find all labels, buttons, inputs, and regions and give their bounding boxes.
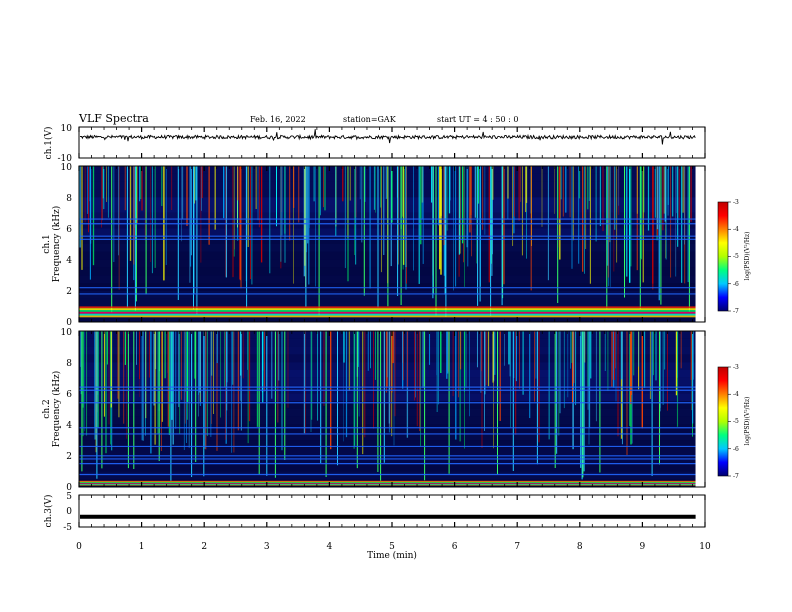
ch1-spectrogram-level-band: [79, 314, 696, 322]
ch2-spectrogram-level-band: [79, 401, 696, 409]
ch2-spectrogram-level-band: [79, 471, 696, 480]
ch1-freq-tick-label: 4: [66, 256, 72, 266]
ch1-spectrogram-low-freq-band: [79, 306, 696, 309]
ch3-ytick-label: -5: [63, 523, 72, 533]
ch1-freq-tick-label: 0: [66, 318, 72, 328]
ch1-colorbar-tick: -6: [733, 281, 739, 288]
ch2-spectrogram-low-freq-band: [79, 484, 696, 486]
ch2-spectrogram-low-freq-band: [79, 481, 696, 483]
ch1-freq-tick-label: 6: [66, 225, 72, 235]
ch2-spectrogram-level-band: [79, 432, 696, 441]
ch1-colorbar-tick: -4: [733, 226, 739, 233]
ch2-spectrogram-level-band: [79, 393, 696, 402]
time-tick-label: 2: [201, 542, 207, 552]
ch1-ytick-label: -10: [58, 154, 73, 164]
ch2-spectrogram-no-data-strip: [695, 331, 705, 487]
ch3-ytick-label: 5: [66, 492, 72, 502]
ch2-colorbar: -3 -4 -5 -6 -7 log(PSD)(V²/Hz): [717, 364, 751, 480]
start-time-label: start UT = 4 : 50 : 0: [437, 115, 518, 124]
ch2-spectrogram-low-freq-band: [79, 483, 696, 485]
ch1-waveform-ylabel: ch.1(V): [43, 127, 54, 160]
ch2-freq-tick-label: 10: [61, 328, 73, 338]
ch1-spectrogram-low-freq-band: [79, 313, 696, 316]
time-axis: 0 1 2 3 4 5 6 7 8 9 10 Time (min): [76, 542, 711, 561]
ch2-freq-tick-label: 2: [66, 452, 72, 462]
ch2-spectrogram-low-freq-band: [79, 482, 696, 484]
ch2-frequency-axis-label: Frequency (kHz): [51, 371, 62, 448]
time-tick-label: 0: [76, 542, 82, 552]
ch1-channel-label: ch.1: [42, 234, 52, 253]
ch2-colorbar-label: log(PSD)(V²/Hz): [744, 397, 751, 446]
ch2-freq-tick-label: 4: [66, 421, 72, 431]
ch2-channel-label: ch.2: [42, 399, 52, 418]
ch1-colorbar-label: log(PSD)(V²/Hz): [744, 232, 751, 281]
time-tick-label: 8: [577, 542, 583, 552]
ch2-colorbar-tick: -7: [733, 473, 739, 480]
time-tick-label: 10: [699, 542, 711, 552]
ch1-spectrogram-low-freq-band: [79, 311, 696, 314]
ch3-waveform-panel: 5 0 -5 ch.3(V): [43, 492, 706, 533]
ch1-ytick-label: 10: [61, 124, 73, 134]
ch2-spectrogram-level-band: [79, 424, 696, 433]
ch1-spectrogram-level-band: [79, 290, 696, 299]
ch1-waveform-trace: [79, 129, 696, 145]
time-tick-label: 6: [452, 542, 458, 552]
figure-title: VLF Spectra: [78, 112, 149, 125]
ch2-spectrogram-level-band: [79, 463, 696, 472]
ch2-spectrogram-panel: 0 2 4 6 8 10 ch.2 Frequency (kHz): [42, 328, 706, 493]
ch2-freq-tick-label: 6: [66, 390, 72, 400]
ch1-freq-tick-label: 8: [66, 194, 72, 204]
ch2-spectrogram-low-freq-band: [79, 480, 696, 482]
ch1-colorbar-gradient: [717, 201, 729, 312]
ch1-spectrogram-level-band: [79, 283, 696, 291]
ch2-colorbar-tick: -3: [733, 364, 739, 371]
ch1-spectrogram-marks: [79, 166, 705, 322]
date-label: Feb. 16, 2022: [250, 115, 306, 124]
ch3-ytick-label: 0: [66, 507, 72, 517]
ch1-colorbar-tick: -3: [733, 199, 739, 206]
ch1-spectrogram-panel: 0 2 4 6 8 10 ch.1 Frequency (kHz): [42, 163, 706, 328]
ch2-colorbar-tick: -5: [733, 418, 739, 425]
ch1-freq-tick-label: 2: [66, 287, 72, 297]
time-axis-label: Time (min): [367, 550, 417, 561]
ch2-spectrogram-marks: [79, 331, 705, 487]
ch2-colorbar-tick: -4: [733, 391, 739, 398]
ch2-colorbar-gradient: [717, 366, 729, 477]
time-tick-label: 7: [514, 542, 520, 552]
ch1-frequency-axis-label: Frequency (kHz): [51, 206, 62, 283]
time-tick-label: 3: [264, 542, 270, 552]
ch1-spectrogram-level-band: [79, 298, 696, 307]
time-tick-label: 1: [139, 542, 145, 552]
ch2-spectrogram-level-band: [79, 409, 696, 417]
ch1-spectrogram-low-freq-band: [79, 310, 696, 312]
ch1-waveform-panel: 10 -10 ch.1(V): [43, 124, 706, 164]
ch2-colorbar-tick: -6: [733, 446, 739, 453]
time-tick-label: 9: [640, 542, 646, 552]
time-axis-tick-marks: [78, 127, 706, 527]
ch2-spectrogram-level-band: [79, 440, 696, 448]
ch1-spectrogram-low-freq-band: [79, 315, 696, 318]
ch2-spectrogram-level-band: [79, 448, 696, 456]
ch1-waveform-marks: [79, 129, 696, 145]
time-tick-label: 5: [389, 542, 395, 552]
ch2-spectrogram-level-band: [79, 416, 696, 425]
ch1-colorbar-tick: -5: [733, 253, 739, 260]
ch1-spectrogram-low-freq-band: [79, 308, 696, 311]
station-label: station=GAK: [343, 115, 397, 124]
ch2-spectrogram-level-band: [79, 455, 696, 464]
time-tick-label: 4: [327, 542, 333, 552]
ch2-freq-tick-label: 8: [66, 359, 72, 369]
ch1-colorbar-tick: -7: [733, 308, 739, 315]
ch2-spectrogram-low-freq-band: [79, 483, 696, 484]
ch2-freq-tick-label: 0: [66, 483, 72, 493]
ch1-freq-tick-label: 10: [61, 163, 73, 173]
ch3-waveform-ylabel: ch.3(V): [43, 495, 54, 528]
ch1-colorbar: -3 -4 -5 -6 -7 log(PSD)(V²/Hz): [717, 199, 751, 315]
ch2-spectrogram-level-band: [79, 385, 696, 394]
ch1-spectrogram-no-data-strip: [695, 166, 705, 322]
